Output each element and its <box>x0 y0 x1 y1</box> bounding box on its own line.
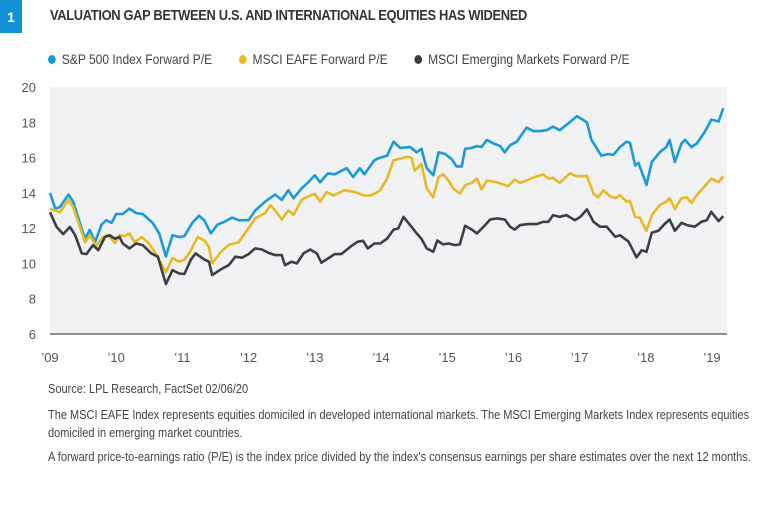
index-description: The MSCI EAFE Index represents equities … <box>48 408 750 440</box>
notes: Source: LPL Research, FactSet 02/06/20 T… <box>48 380 751 472</box>
x-tick-label: ’11 <box>174 350 190 365</box>
y-tick-label: 6 <box>29 327 36 342</box>
pe-definition: A forward price-to-earnings ratio (P/E) … <box>48 450 751 464</box>
y-tick-label: 18 <box>22 115 36 130</box>
legend-dot-icon <box>48 54 56 64</box>
y-tick-label: 12 <box>22 221 36 236</box>
x-tick-label: ’12 <box>240 350 257 365</box>
x-tick-label: ’13 <box>306 350 323 365</box>
legend-dot-icon <box>238 54 247 64</box>
y-tick-label: 8 <box>29 292 36 307</box>
x-tick-label: ’15 <box>439 350 456 365</box>
x-tick-label: ’09 <box>41 350 58 365</box>
line-chart: 6 8 10 12 14 16 18 20 ’09 ’10 ’11 ’12 ’13 ’14 ’15 ’16 ’1… <box>22 80 727 365</box>
series-line-sp500 <box>48 107 725 258</box>
y-tick-label: 16 <box>22 151 36 166</box>
legend-label: S&P 500 Index Forward P/E <box>61 51 213 67</box>
figure-number: 1 <box>7 8 15 25</box>
y-tick-label: 10 <box>22 256 36 271</box>
legend: S&P 500 Index Forward P/E MSCI EAFE Forw… <box>48 51 656 67</box>
legend-item-sp500: S&P 500 Index Forward P/E <box>48 51 212 67</box>
x-tick-label: ’16 <box>505 350 522 365</box>
chart-title: VALUATION GAP BETWEEN U.S. AND INTERNATI… <box>50 7 527 24</box>
legend-item-em: MSCI Emerging Markets Forward P/E <box>414 51 630 67</box>
source-note: Source: LPL Research, FactSet 02/06/20 <box>48 382 249 396</box>
x-tick-label: ’19 <box>703 350 720 365</box>
figure-number-badge: 1 <box>0 0 22 33</box>
x-tick-label: ’14 <box>372 350 389 365</box>
plot-area <box>50 87 727 334</box>
legend-dot-icon <box>414 54 423 64</box>
series-line-em <box>48 208 725 286</box>
y-tick-label: 20 <box>22 80 36 95</box>
legend-label: MSCI EAFE Forward P/E <box>252 51 388 67</box>
legend-item-eafe: MSCI EAFE Forward P/E <box>238 51 388 67</box>
x-tick-label: ’17 <box>571 350 588 365</box>
legend-label: MSCI Emerging Markets Forward P/E <box>428 51 630 67</box>
x-tick-label: ’18 <box>637 350 654 365</box>
x-tick-label: ’10 <box>108 350 125 365</box>
y-tick-label: 14 <box>22 186 36 201</box>
